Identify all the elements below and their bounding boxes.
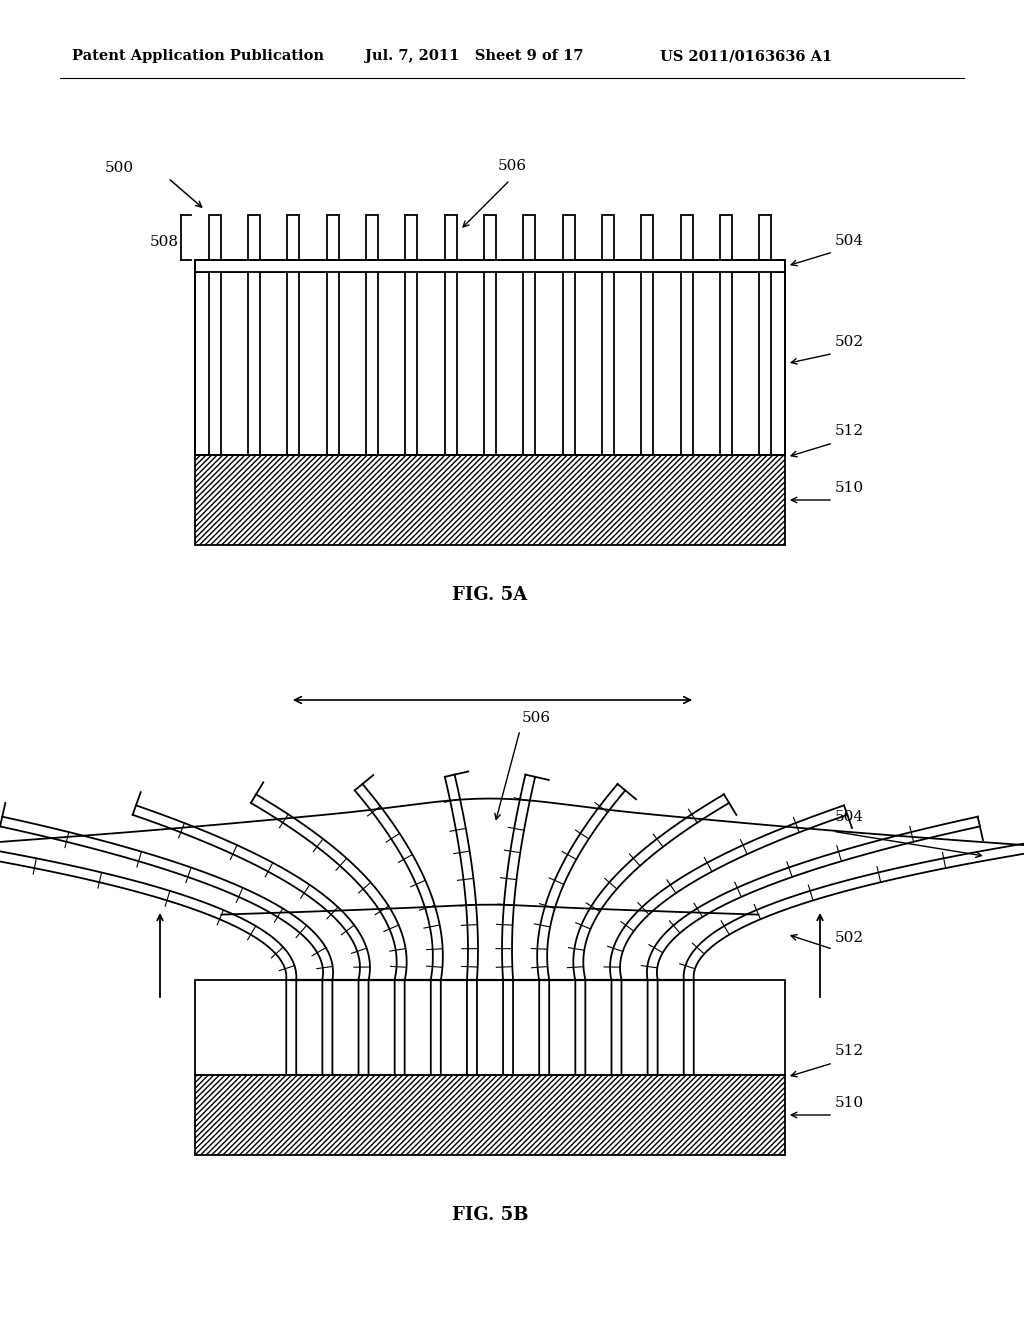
Text: Patent Application Publication: Patent Application Publication: [72, 49, 324, 63]
Bar: [681, 215, 692, 455]
Bar: [248, 215, 260, 455]
Bar: [195, 272, 785, 455]
Bar: [444, 215, 457, 455]
Bar: [366, 215, 378, 455]
Bar: [523, 215, 536, 455]
Bar: [484, 215, 496, 455]
Text: 504: 504: [835, 810, 864, 824]
Text: 504: 504: [835, 234, 864, 248]
Bar: [195, 260, 785, 272]
Bar: [195, 1074, 785, 1155]
Bar: [406, 215, 418, 455]
Bar: [195, 979, 785, 1074]
Bar: [602, 215, 614, 455]
Text: 502: 502: [835, 932, 864, 945]
Bar: [562, 215, 574, 455]
Bar: [288, 215, 299, 455]
Text: 500: 500: [105, 161, 134, 176]
Text: 502: 502: [835, 334, 864, 348]
Text: 506: 506: [522, 711, 551, 725]
Text: US 2011/0163636 A1: US 2011/0163636 A1: [660, 49, 833, 63]
Bar: [209, 215, 220, 455]
Text: 510: 510: [835, 1096, 864, 1110]
Text: 510: 510: [835, 480, 864, 495]
Bar: [641, 215, 653, 455]
Bar: [327, 215, 339, 455]
Bar: [760, 215, 771, 455]
Bar: [720, 215, 732, 455]
Text: 512: 512: [835, 424, 864, 438]
Text: FIG. 5B: FIG. 5B: [452, 1206, 528, 1224]
Text: 508: 508: [150, 235, 179, 248]
Text: 506: 506: [498, 158, 526, 173]
Text: FIG. 5A: FIG. 5A: [453, 586, 527, 605]
Text: Jul. 7, 2011   Sheet 9 of 17: Jul. 7, 2011 Sheet 9 of 17: [365, 49, 584, 63]
Bar: [195, 455, 785, 545]
Text: 512: 512: [835, 1044, 864, 1059]
